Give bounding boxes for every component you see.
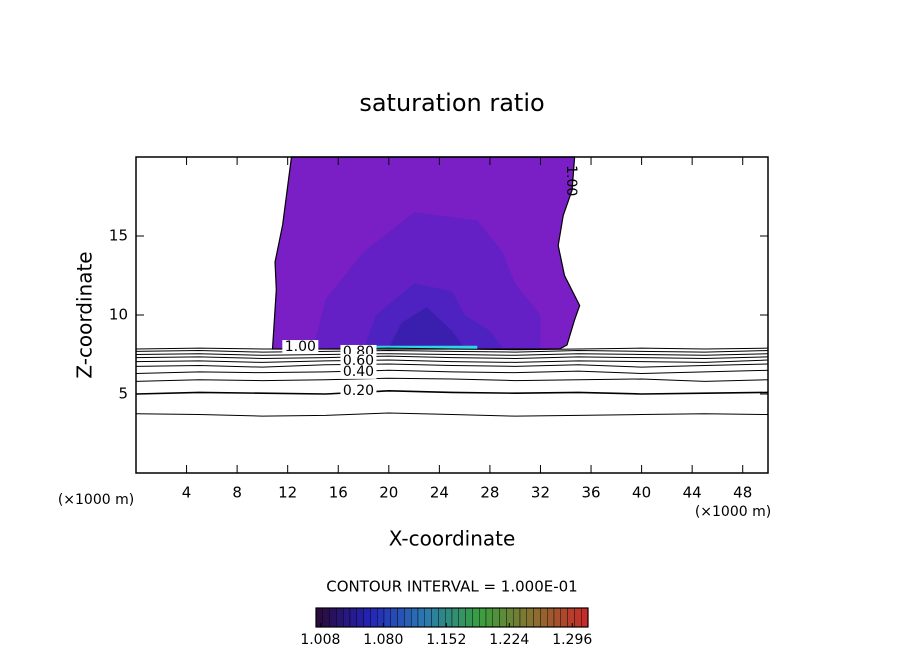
colorbar-cell bbox=[492, 607, 500, 628]
contour-interval: CONTOUR INTERVAL = 1.000E-01 bbox=[326, 578, 577, 596]
contour-line bbox=[135, 350, 769, 353]
colorbar-cell bbox=[574, 607, 582, 628]
x-tick-label: 8 bbox=[232, 484, 242, 502]
contour-label: 1.00 bbox=[563, 165, 579, 196]
colorbar-tick-label: 1.152 bbox=[426, 632, 466, 648]
colorbar-cell bbox=[343, 607, 351, 628]
x-tick-label: 48 bbox=[733, 484, 752, 502]
colorbar-cell bbox=[540, 607, 548, 628]
colorbar-cell bbox=[322, 607, 330, 628]
y-unit: (×1000 m) bbox=[58, 492, 134, 508]
colorbar-cell bbox=[526, 607, 534, 628]
x-tick-label: 44 bbox=[683, 484, 702, 502]
colorbar-cell bbox=[329, 607, 337, 628]
y-axis-label: Z-coordinate bbox=[73, 251, 97, 378]
colorbar-cell bbox=[349, 607, 358, 628]
x-tick-label: 12 bbox=[278, 484, 297, 502]
contour-line bbox=[135, 390, 769, 395]
colorbar-cell bbox=[424, 607, 432, 628]
contour-line bbox=[135, 412, 769, 417]
colorbar-cell bbox=[547, 607, 555, 628]
colorbar-cell bbox=[506, 607, 514, 628]
contour-label-bg bbox=[340, 383, 377, 398]
colorbar-cell bbox=[451, 607, 460, 628]
contour-line bbox=[135, 355, 769, 359]
colorbar-cell bbox=[479, 607, 487, 628]
colorbar-cell bbox=[499, 607, 507, 628]
y-tick-label: 5 bbox=[118, 385, 128, 403]
x-unit: (×1000 m) bbox=[695, 504, 771, 520]
filled-region bbox=[312, 212, 541, 349]
colorbar-cell bbox=[553, 607, 562, 628]
contour-line bbox=[135, 363, 769, 368]
x-tick-label: 16 bbox=[329, 484, 348, 502]
colorbar-cell bbox=[465, 607, 473, 628]
colorbar-cell bbox=[363, 607, 371, 628]
x-tick-label: 40 bbox=[632, 484, 651, 502]
colorbar-cell bbox=[472, 607, 480, 628]
y-tick-label: 10 bbox=[109, 306, 128, 324]
colorbar-cell bbox=[560, 607, 568, 628]
x-tick-label: 36 bbox=[581, 484, 600, 502]
colorbar-frame bbox=[315, 607, 589, 628]
x-tick-label: 4 bbox=[182, 484, 192, 502]
colorbar-cell bbox=[533, 607, 541, 628]
contour-line bbox=[135, 359, 769, 363]
colorbar-cell bbox=[458, 607, 466, 628]
colorbar-cell bbox=[397, 607, 405, 628]
colorbar-cell bbox=[315, 607, 324, 628]
contour-label: 0.40 bbox=[343, 364, 374, 380]
colorbar-tick-label: 1.008 bbox=[300, 632, 340, 648]
contour-line bbox=[135, 377, 769, 382]
contour-line bbox=[135, 369, 769, 374]
x-axis-label: X-coordinate bbox=[389, 527, 516, 551]
colorbar-cell bbox=[336, 607, 344, 628]
colorbar-cell bbox=[411, 607, 419, 628]
contour-line bbox=[135, 347, 769, 351]
filled-region bbox=[388, 307, 465, 349]
contour-label-bg bbox=[340, 353, 377, 368]
contour-label-bg bbox=[282, 340, 319, 355]
contour-label-bg bbox=[340, 364, 377, 379]
x-tick-label: 28 bbox=[480, 484, 499, 502]
colorbar-cell bbox=[581, 607, 589, 628]
colorbar-cell bbox=[513, 607, 521, 628]
colorbar-cell bbox=[404, 607, 412, 628]
colorbar-cell bbox=[567, 607, 575, 628]
contour-line bbox=[135, 353, 769, 356]
y-tick-label: 15 bbox=[109, 227, 128, 245]
x-tick-label: 20 bbox=[379, 484, 398, 502]
contour-label: 0.20 bbox=[343, 383, 374, 399]
colorbar-cell bbox=[370, 607, 378, 628]
colorbar-tick-label: 1.080 bbox=[363, 632, 403, 648]
colorbar-cell bbox=[417, 607, 426, 628]
contour-label: 1.00 bbox=[285, 339, 316, 355]
colorbar-cell bbox=[431, 607, 439, 628]
colorbar-cell bbox=[390, 607, 398, 628]
x-tick-label: 32 bbox=[531, 484, 550, 502]
colorbar-cell bbox=[519, 607, 528, 628]
colorbar-cell bbox=[383, 607, 392, 628]
colorbar-cell bbox=[356, 607, 364, 628]
x-tick-label: 24 bbox=[430, 484, 449, 502]
colorbar-cell bbox=[438, 607, 446, 628]
colorbar-tick-label: 1.296 bbox=[552, 632, 592, 648]
chart-title: saturation ratio bbox=[359, 89, 544, 117]
colorbar-cell bbox=[485, 607, 494, 628]
colorbar-tick-label: 1.224 bbox=[489, 632, 529, 648]
